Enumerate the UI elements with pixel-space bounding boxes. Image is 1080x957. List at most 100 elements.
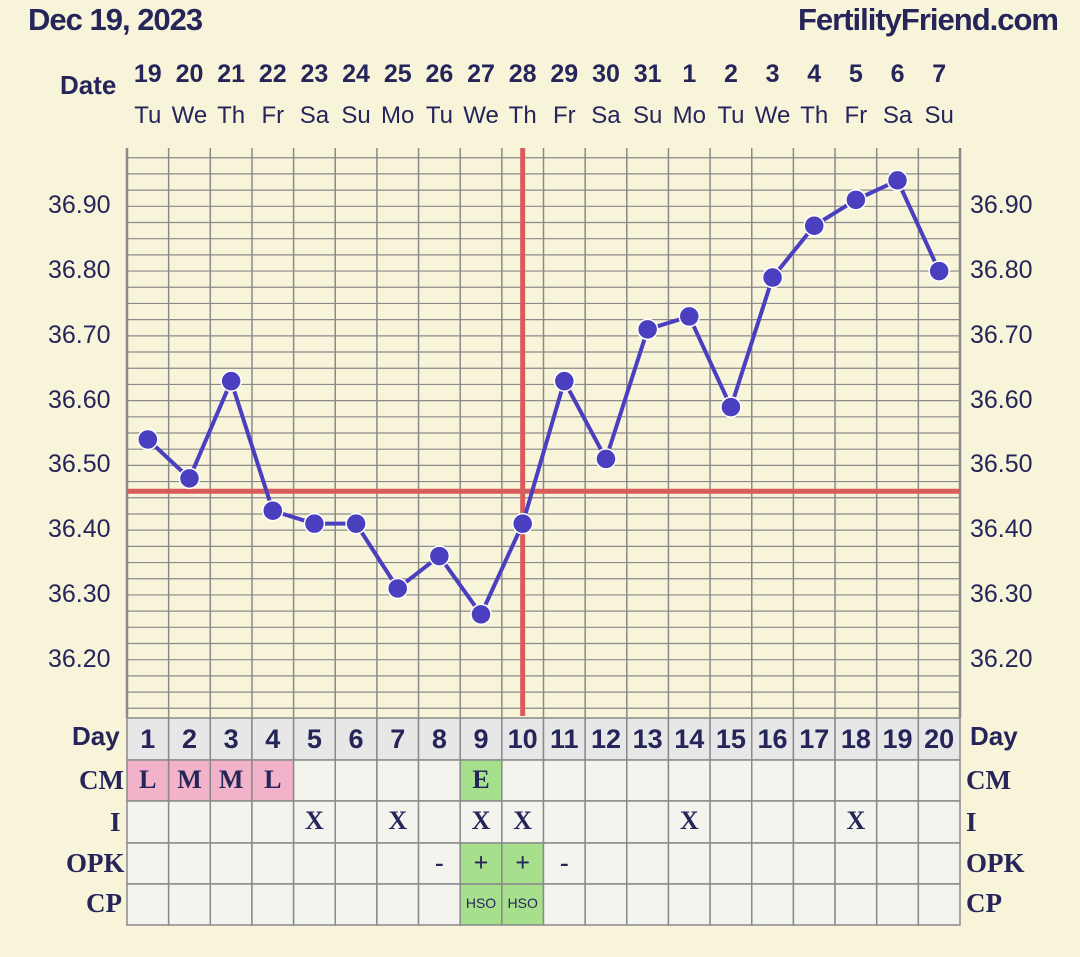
cm-cell (417, 759, 461, 802)
date-label: 3 (765, 60, 780, 88)
date-label: 22 (258, 60, 287, 88)
day-cell (167, 717, 212, 761)
i-cell (334, 800, 378, 844)
i-cell (626, 800, 670, 844)
opk-cell (376, 842, 420, 885)
weekday-label: Tu (134, 102, 162, 129)
day-value: 9 (473, 724, 489, 754)
temperature-point[interactable] (803, 214, 825, 237)
date-label: 20 (175, 60, 204, 88)
day-value: 15 (715, 724, 746, 754)
temperature-point[interactable] (178, 467, 201, 490)
i-value: X (846, 806, 866, 835)
cm-cell (875, 759, 920, 802)
opk-row-label-left: OPK (66, 848, 125, 878)
cm-cell (626, 759, 670, 802)
temperature-point[interactable] (595, 448, 617, 470)
cp-cell (709, 883, 753, 926)
weekday-label: Tu (425, 102, 453, 129)
date-label: 4 (807, 60, 822, 88)
i-value: X (513, 806, 533, 835)
weekday-label: Sa (591, 102, 621, 129)
date-label: 5 (848, 60, 863, 88)
temperature-point[interactable] (928, 260, 950, 282)
date-label: 31 (633, 60, 662, 88)
day-value: 14 (674, 724, 705, 754)
weekday-label: We (754, 102, 791, 129)
opk-cell (751, 842, 795, 885)
y-tick-label-left: 36.70 (48, 320, 111, 349)
date-row-label: Date (60, 70, 117, 100)
date-label: 28 (508, 60, 537, 88)
i-cell (875, 800, 920, 844)
i-cell (667, 800, 711, 844)
temperature-point[interactable] (845, 189, 867, 211)
temperature-point[interactable] (636, 318, 659, 341)
cp-cell (917, 883, 961, 926)
cp-cell (209, 883, 253, 926)
temperature-point[interactable] (303, 512, 326, 535)
weekday-label: We (171, 102, 208, 129)
temperature-point[interactable] (511, 512, 534, 535)
temperature-point[interactable] (553, 370, 576, 392)
day-cell (751, 717, 795, 761)
i-cell (834, 800, 878, 844)
temperature-point[interactable] (386, 577, 409, 600)
opk-cell (292, 842, 337, 885)
y-tick-label-left: 36.20 (48, 644, 111, 673)
opk-cell (667, 842, 711, 885)
temperature-point[interactable] (470, 603, 492, 626)
day-cell (917, 717, 961, 761)
weekday-label: Sa (882, 102, 913, 129)
date-label: 1 (682, 60, 697, 88)
date-label: 19 (133, 60, 162, 88)
temperature-point[interactable] (345, 512, 367, 535)
cm-cell (792, 759, 836, 802)
cp-cell (292, 883, 337, 926)
cm-cell (209, 759, 253, 802)
opk-cell (167, 842, 212, 885)
cp-cell (376, 883, 420, 926)
date-label: 24 (342, 60, 370, 88)
temperature-point[interactable] (220, 370, 242, 392)
weekday-label: Mo (672, 102, 706, 129)
temperature-point[interactable] (720, 396, 742, 418)
opk-cell (417, 842, 461, 885)
y-tick-label-left: 36.30 (48, 579, 111, 608)
y-tick-label-right: 36.40 (970, 515, 1033, 544)
cm-cell (376, 759, 420, 802)
i-cell (209, 800, 253, 844)
date-label: 30 (592, 60, 620, 88)
cm-cell (501, 759, 545, 802)
opk-cell (251, 842, 295, 885)
date-label: 2 (723, 60, 738, 88)
temperature-point[interactable] (678, 305, 701, 328)
day-value: 19 (882, 724, 913, 754)
cm-cell (542, 759, 586, 802)
opk-cell (584, 842, 628, 885)
cm-cell (834, 759, 878, 802)
weekday-label: We (463, 102, 499, 129)
temperature-point[interactable] (137, 428, 159, 451)
opk-row-label-right: OPK (966, 848, 1025, 878)
day-value: 5 (306, 724, 322, 754)
cm-cell (709, 759, 753, 802)
i-cell (376, 800, 420, 844)
chart-grid (125, 148, 962, 718)
cm-cell (292, 759, 337, 802)
temperature-point[interactable] (886, 169, 909, 192)
temperature-point[interactable] (262, 499, 284, 522)
weekday-label: Th (800, 102, 829, 129)
opk-cell (875, 842, 920, 885)
temperature-point[interactable] (761, 266, 784, 289)
y-tick-label-right: 36.70 (970, 320, 1033, 349)
cp-cell (542, 883, 586, 926)
weekday-label: Su (924, 102, 954, 129)
temperature-point[interactable] (428, 545, 451, 567)
cm-cell (751, 759, 795, 802)
weekday-label: Th (508, 102, 537, 129)
cp-cell (501, 883, 545, 926)
i-value: X (471, 806, 491, 835)
cm-cell (459, 759, 503, 802)
